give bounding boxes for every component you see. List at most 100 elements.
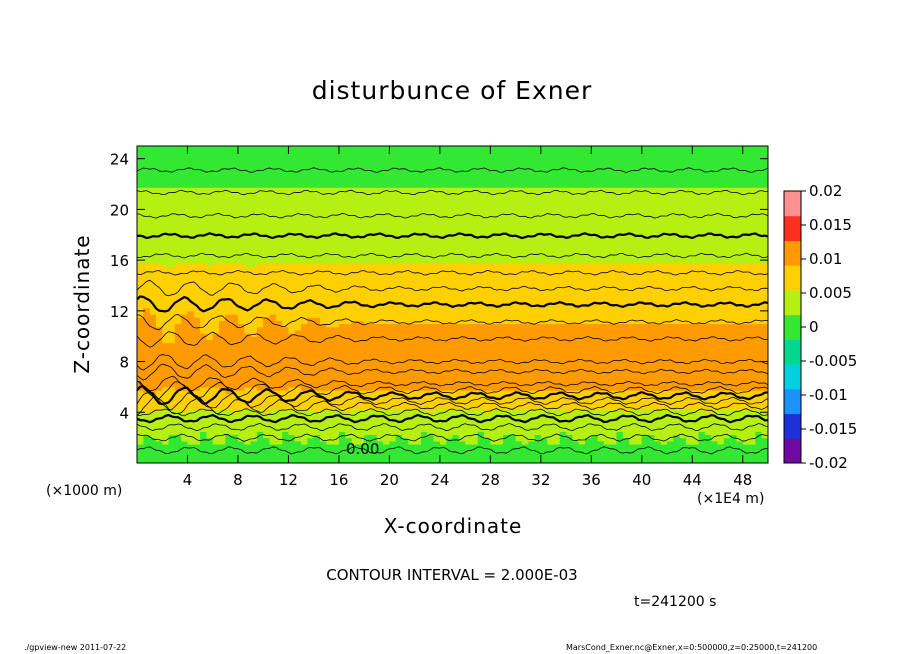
- field-cell: [263, 355, 271, 359]
- field-cell: [263, 431, 271, 436]
- field-cell: [200, 336, 208, 340]
- field-cell: [237, 190, 245, 195]
- field-cell: [237, 326, 245, 331]
- field-cell: [206, 234, 214, 239]
- field-cell: [231, 212, 239, 217]
- field-cell: [206, 431, 214, 436]
- field-cell: [256, 193, 264, 198]
- field-cell: [307, 453, 315, 458]
- field-cell: [307, 304, 315, 309]
- field-cell: [187, 237, 195, 242]
- field-cell: [288, 275, 296, 280]
- field-cell: [256, 364, 264, 369]
- field-cell: [193, 336, 201, 340]
- field-cell: [162, 206, 170, 210]
- field-cell: [256, 199, 264, 204]
- field-cell: [206, 241, 214, 245]
- field-cell: [313, 367, 321, 372]
- field-cell: [155, 241, 163, 245]
- field-cell: [282, 241, 290, 245]
- field-cell: [288, 342, 296, 347]
- field-cell: [332, 187, 340, 191]
- field-cell: [244, 333, 252, 337]
- field-cell: [237, 260, 245, 264]
- field-cell: [212, 434, 220, 439]
- field-cell: [326, 231, 334, 236]
- field-cell: [212, 364, 220, 369]
- field-cell: [244, 304, 252, 309]
- field-cell: [225, 193, 233, 198]
- field-cell: [269, 250, 277, 255]
- field-cell: [338, 428, 346, 432]
- field-cell: [155, 222, 163, 226]
- field-cell: [212, 405, 220, 410]
- field-cell: [345, 431, 353, 436]
- field-cell: [275, 158, 283, 163]
- field-cell: [263, 396, 271, 401]
- field-cell: [181, 222, 189, 226]
- field-cell: [256, 393, 264, 398]
- field-cell: [206, 291, 214, 296]
- field-cell: [168, 250, 176, 255]
- field-cell: [143, 431, 151, 436]
- field-cell: [250, 177, 258, 182]
- field-cell: [162, 374, 170, 379]
- field-cell: [263, 155, 271, 160]
- field-cell: [219, 304, 226, 309]
- field-cell: [162, 187, 170, 191]
- field-cell: [181, 412, 189, 417]
- field-cell: [294, 428, 302, 432]
- field-cell: [319, 367, 327, 372]
- field-cell: [168, 371, 176, 375]
- field-cell: [212, 383, 220, 388]
- field-cell: [275, 209, 283, 214]
- field-cell: [269, 380, 277, 385]
- field-cell: [269, 279, 277, 283]
- field-cell: [294, 314, 302, 318]
- field-cell: [206, 184, 214, 188]
- field-cell: [225, 317, 233, 321]
- field-cell: [288, 180, 296, 185]
- field-cell: [332, 443, 340, 448]
- field-cell: [338, 386, 346, 391]
- field-cell: [206, 190, 214, 195]
- field-cell: [181, 177, 189, 182]
- field-cell: [263, 371, 271, 375]
- field-cell: [402, 146, 409, 150]
- field-cell: [313, 447, 321, 451]
- field-cell: [143, 184, 151, 188]
- field-cell: [244, 285, 252, 290]
- field-cell: [181, 409, 189, 413]
- field-cell: [313, 180, 321, 185]
- field-cell: [288, 263, 296, 268]
- field-cell: [174, 456, 182, 461]
- field-cell: [155, 158, 163, 163]
- field-cell: [269, 320, 277, 325]
- field-cell: [288, 336, 296, 340]
- field-cell: [193, 320, 201, 325]
- field-cell: [174, 405, 182, 410]
- field-cell: [256, 161, 264, 166]
- field-cell: [162, 364, 170, 369]
- field-cell: [269, 371, 277, 375]
- field-cell: [269, 421, 277, 426]
- field-cell: [174, 171, 182, 176]
- field-cell: [206, 377, 214, 382]
- field-cell: [149, 453, 157, 458]
- field-cell: [275, 415, 283, 420]
- field-cell: [313, 285, 321, 290]
- field-cell: [288, 405, 296, 410]
- field-cell: [168, 288, 176, 293]
- field-cell: [269, 158, 277, 163]
- field-cell: [149, 187, 157, 191]
- field-cell: [149, 177, 157, 182]
- field-cell: [319, 291, 327, 296]
- field-cell: [193, 339, 201, 344]
- field-cell: [307, 434, 315, 439]
- field-cell: [307, 285, 315, 290]
- field-cell: [187, 282, 195, 287]
- field-cell: [244, 371, 252, 375]
- field-cell: [282, 342, 290, 347]
- field-cell: [219, 158, 226, 163]
- field-cell: [200, 348, 208, 353]
